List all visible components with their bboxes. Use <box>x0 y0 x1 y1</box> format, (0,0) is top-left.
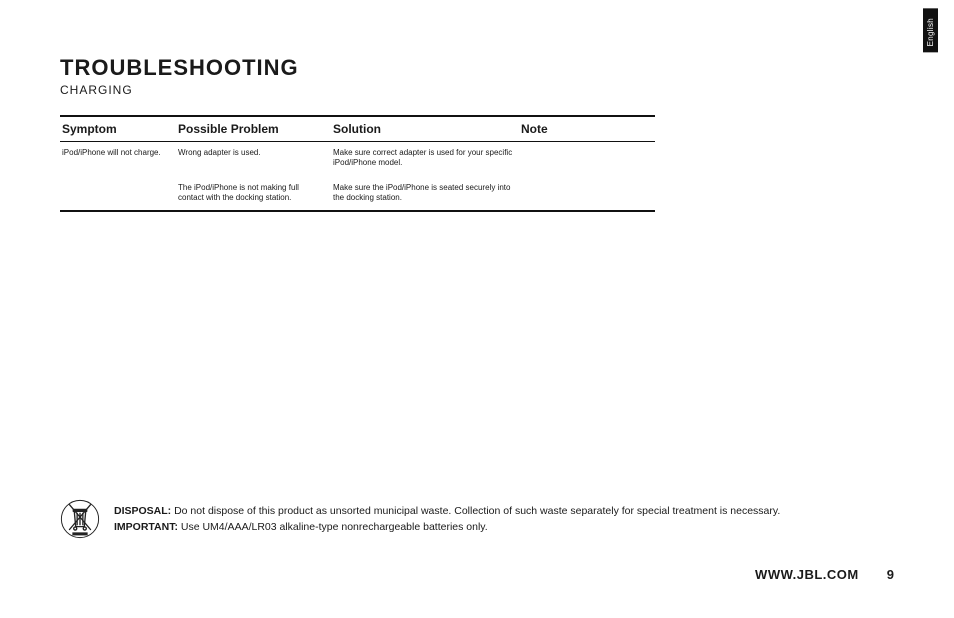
language-tab: English <box>923 8 938 52</box>
section-subtitle: CHARGING <box>60 83 894 97</box>
footer-page-number: 9 <box>887 567 894 582</box>
page-content: TROUBLESHOOTING CHARGING Symptom Possibl… <box>60 55 894 212</box>
col-header-note: Note <box>521 122 651 136</box>
cell-solution: Make sure correct adapter is used for yo… <box>333 148 521 169</box>
footer-text: DISPOSAL: Do not dispose of this product… <box>114 503 780 536</box>
cell-symptom <box>60 183 178 204</box>
footer-notes: DISPOSAL: Do not dispose of this product… <box>60 498 896 540</box>
page-title: TROUBLESHOOTING <box>60 55 894 81</box>
important-text: Use UM4/AAA/LR03 alkaline-type nonrechar… <box>178 521 488 533</box>
table-row: The iPod/iPhone is not making full conta… <box>60 175 655 212</box>
disposal-text: Do not dispose of this product as unsort… <box>171 505 780 517</box>
important-label: IMPORTANT: <box>114 521 178 533</box>
weee-bin-icon <box>60 498 100 540</box>
page-footer: WWW.JBL.COM 9 <box>755 567 894 582</box>
important-line: IMPORTANT: Use UM4/AAA/LR03 alkaline-typ… <box>114 519 780 535</box>
cell-problem: Wrong adapter is used. <box>178 148 333 169</box>
cell-problem: The iPod/iPhone is not making full conta… <box>178 183 333 204</box>
cell-solution: Make sure the iPod/iPhone is seated secu… <box>333 183 521 204</box>
footer-url: WWW.JBL.COM <box>755 567 859 582</box>
table-row: iPod/iPhone will not charge. Wrong adapt… <box>60 142 655 175</box>
cell-note <box>521 148 651 169</box>
cell-note <box>521 183 651 204</box>
table-header-row: Symptom Possible Problem Solution Note <box>60 115 655 142</box>
col-header-symptom: Symptom <box>60 122 178 136</box>
disposal-label: DISPOSAL: <box>114 505 171 517</box>
col-header-solution: Solution <box>333 122 521 136</box>
disposal-line: DISPOSAL: Do not dispose of this product… <box>114 503 780 519</box>
col-header-problem: Possible Problem <box>178 122 333 136</box>
cell-symptom: iPod/iPhone will not charge. <box>60 148 178 169</box>
troubleshooting-table: Symptom Possible Problem Solution Note i… <box>60 115 655 212</box>
table-body: iPod/iPhone will not charge. Wrong adapt… <box>60 142 655 212</box>
